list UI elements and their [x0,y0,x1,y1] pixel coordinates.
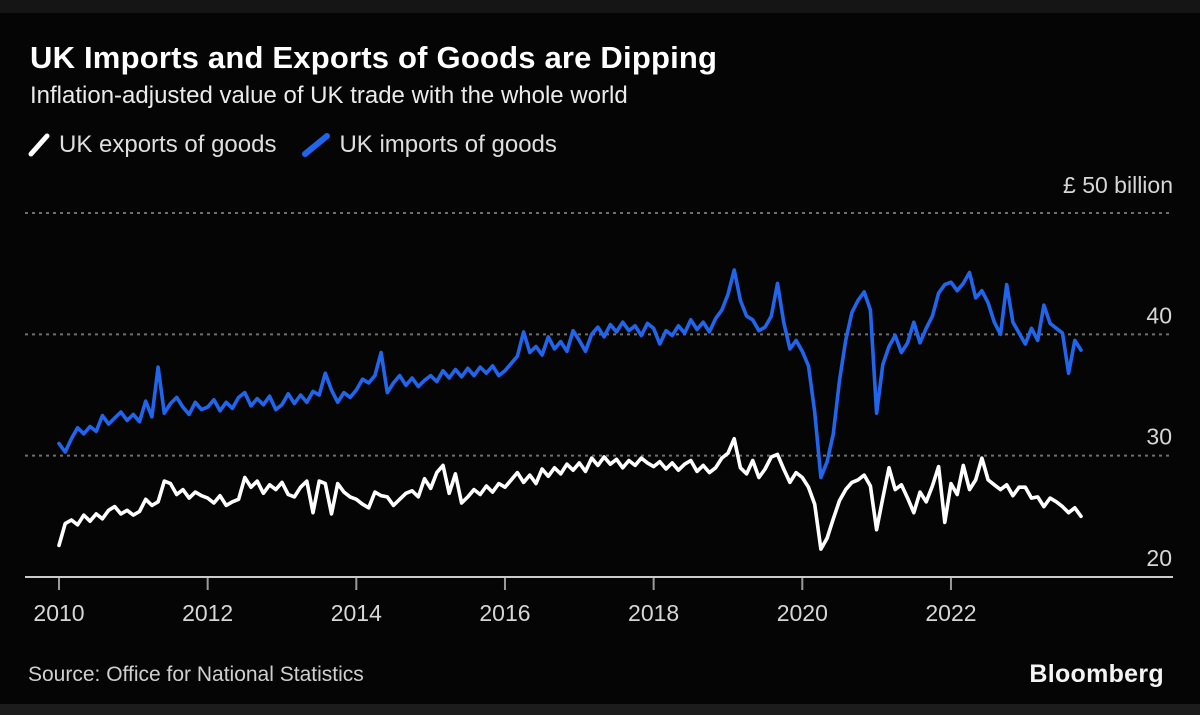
legend-label-exports: UK exports of goods [59,131,277,158]
x-tick-label-2012: 2012 [182,600,233,626]
bloomberg-logo: Bloomberg [1029,660,1164,688]
legend-item-exports: UK exports of goods [28,131,276,159]
x-tick-label-2018: 2018 [628,600,679,626]
imports-line [57,268,1083,480]
x-tick-label-2010: 2010 [33,600,84,626]
source-note: Source: Office for National Statistics [28,663,364,686]
exports-line-swatch-icon [28,133,50,157]
top-border-strip [0,0,1200,13]
imports-line-swatch-icon [302,133,331,157]
page-title: UK Imports and Exports of Goods are Dipp… [30,40,718,75]
y-tick-label-20: 20 [1146,545,1172,571]
legend-item-imports: UK imports of goods [302,131,557,159]
y-axis-unit-label: £ 50 billion [1063,172,1173,198]
y-tick-label-40: 40 [1146,302,1172,328]
y-tick-label-30: 30 [1146,424,1172,450]
x-tick-label-2014: 2014 [331,600,382,626]
legend: UK exports of goods UK imports of goods [28,131,557,159]
x-tick-label-2020: 2020 [777,600,828,626]
legend-label-imports: UK imports of goods [339,131,557,158]
chart-subtitle: Inflation-adjusted value of UK trade wit… [30,82,628,109]
x-tick-label-2022: 2022 [925,600,976,626]
x-tick-label-2016: 2016 [479,600,530,626]
bottom-border-strip [0,704,1200,715]
exports-line [57,436,1083,551]
